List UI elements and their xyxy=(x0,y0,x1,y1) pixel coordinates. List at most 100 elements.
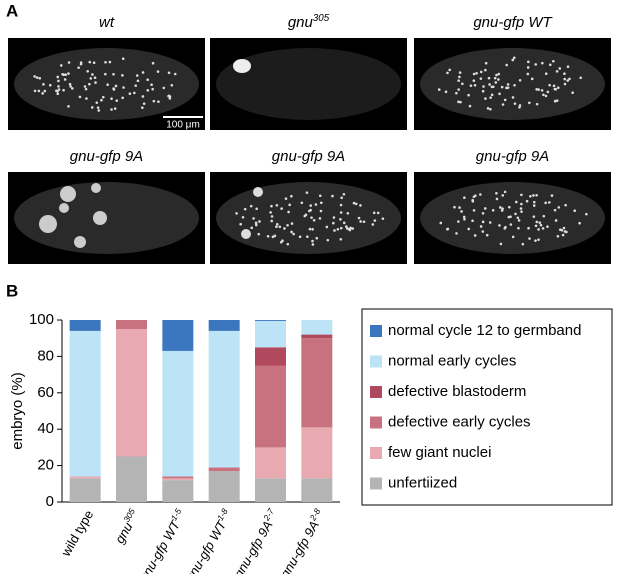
nucleus-dot xyxy=(463,196,466,199)
nucleus-dot xyxy=(115,99,119,102)
nucleus-dot xyxy=(501,207,504,211)
nucleus-dot xyxy=(497,72,501,76)
nucleus-dot xyxy=(530,77,534,81)
nucleus-dot xyxy=(59,64,63,67)
nucleus-dot xyxy=(520,202,523,206)
nucleus-dot xyxy=(467,93,470,97)
nucleus-dot xyxy=(83,85,87,88)
nucleus-dot xyxy=(372,211,376,215)
nucleus-dot xyxy=(357,216,361,220)
nucleus-dot xyxy=(517,219,521,222)
nucleus-dot xyxy=(352,201,356,205)
nucleus-dot xyxy=(114,84,118,88)
nucleus-dot xyxy=(471,219,474,223)
nucleus-dot xyxy=(544,94,548,98)
legend-swatch xyxy=(370,477,382,490)
nucleus-dot xyxy=(548,201,551,204)
legend-swatch xyxy=(370,416,382,429)
nucleus-dot xyxy=(534,239,537,242)
nucleus-dot xyxy=(537,228,540,231)
embryo xyxy=(216,48,401,120)
x-tick-label: gnu305 xyxy=(111,507,144,547)
nucleus-dot xyxy=(507,215,511,219)
nucleus-dot xyxy=(555,70,559,73)
nucleus-dot xyxy=(501,194,505,197)
legend-swatch xyxy=(370,386,382,398)
nucleus-dot xyxy=(511,235,515,239)
nucleus-dot xyxy=(455,232,458,235)
label-superscript: 305 xyxy=(122,507,138,524)
nucleus-dot xyxy=(269,211,272,214)
nucleus-dot xyxy=(63,78,67,81)
nucleus-dot xyxy=(95,101,99,104)
nucleus-dot xyxy=(332,216,336,219)
nucleus-dot xyxy=(112,87,115,90)
nucleus-dot xyxy=(141,71,145,74)
nucleus-dot xyxy=(585,212,588,216)
nucleus-dot xyxy=(459,100,462,104)
nucleus-dot xyxy=(347,227,351,231)
nucleus-dot xyxy=(275,225,278,228)
nucleus-dot xyxy=(503,190,507,194)
nucleus-dot xyxy=(152,99,156,103)
legend-label: few giant nuclei xyxy=(388,444,491,461)
bar-segment xyxy=(69,320,101,331)
nucleus-dot xyxy=(550,194,554,197)
nucleus-dot xyxy=(498,92,501,96)
legend-label: defective blastoderm xyxy=(388,383,526,400)
nucleus-dot xyxy=(235,212,238,215)
nucleus-dot xyxy=(89,77,93,80)
nucleus-dot xyxy=(311,239,314,243)
nucleus-dot xyxy=(43,89,47,93)
nucleus-dot xyxy=(562,226,566,230)
label-text: gnu-gfp WT xyxy=(136,517,183,574)
bar-segment xyxy=(162,478,194,481)
nucleus-dot xyxy=(552,59,555,63)
nucleus-dot xyxy=(85,97,88,100)
bar-segment xyxy=(69,478,101,502)
nucleus-dot xyxy=(538,221,542,224)
nucleus-dot xyxy=(468,104,472,108)
nucleus-dot xyxy=(505,63,508,67)
nucleus-dot xyxy=(167,71,171,75)
x-tick-label: wild type xyxy=(58,508,97,560)
nucleus-dot xyxy=(91,73,94,76)
nucleus-dot xyxy=(499,206,502,209)
panel-label: A xyxy=(6,1,18,20)
nucleus-dot xyxy=(33,89,37,93)
nucleus-dot xyxy=(495,73,498,77)
nucleus-dot xyxy=(512,56,516,60)
nucleus-dot xyxy=(136,79,140,83)
bar-segment xyxy=(301,320,333,335)
nucleus-dot xyxy=(483,207,487,210)
embryo xyxy=(14,48,199,120)
nucleus-dot xyxy=(121,57,125,60)
nucleus-dot xyxy=(279,240,283,244)
bar-segment xyxy=(116,320,147,330)
nucleus-dot xyxy=(475,71,478,75)
nucleus-dot xyxy=(339,226,343,230)
bar-segment xyxy=(116,456,147,502)
nucleus-dot xyxy=(457,79,460,82)
nucleus-dot xyxy=(270,219,274,223)
nucleus-dot xyxy=(488,83,491,86)
nucleus-dot xyxy=(518,78,522,82)
nucleus-dot xyxy=(339,237,343,241)
nucleus-dot xyxy=(446,71,449,75)
nucleus-dot xyxy=(359,220,362,223)
nucleus-dot xyxy=(565,230,568,234)
nucleus-dot xyxy=(539,223,543,227)
nucleus-dot xyxy=(527,60,530,64)
bar-segment xyxy=(255,447,286,479)
nucleus-dot xyxy=(472,79,476,83)
nucleus-dot xyxy=(520,193,523,197)
nucleus-dot xyxy=(104,60,107,64)
bar-segment xyxy=(255,320,286,321)
nucleus-dot xyxy=(554,219,558,222)
nucleus-dot xyxy=(67,61,71,64)
bar-segment xyxy=(301,338,333,428)
nucleus-dot xyxy=(300,201,304,205)
x-tick-label: gnu-gfp 9A2-7 xyxy=(230,507,283,574)
label-text: gnu xyxy=(288,14,314,31)
micrograph-label: wt xyxy=(99,14,115,31)
